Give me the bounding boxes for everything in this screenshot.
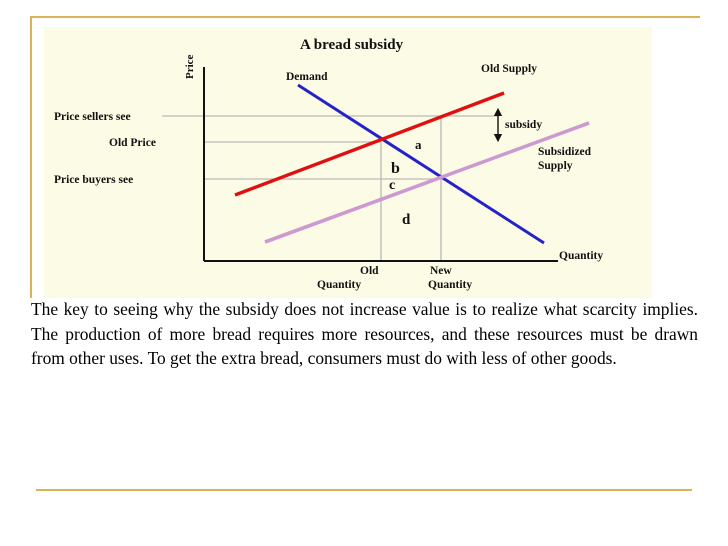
old-supply-curve — [234, 91, 505, 197]
subsidy-label: subsidy — [505, 119, 542, 131]
old-price-label: Old Price — [109, 137, 156, 149]
subsidy-diagram: A bread subsidy Price Demand Old Supply … — [44, 27, 652, 298]
old-quantity-label-line2: Quantity — [317, 279, 361, 291]
left-rule — [30, 16, 32, 298]
new-quantity-label-line1: New — [430, 265, 452, 277]
new-quantity-label-line2: Quantity — [428, 279, 472, 291]
subsidized-supply-curve — [264, 121, 590, 244]
area-d-label: d — [402, 212, 411, 228]
explanation-text: The key to seeing why the subsidy does n… — [31, 299, 698, 368]
price-buyers-see-label: Price buyers see — [54, 174, 133, 186]
top-rule — [30, 16, 700, 18]
area-a-label: a — [415, 137, 422, 152]
price-axis-label: Price — [184, 54, 196, 79]
area-c-label: c — [389, 178, 395, 193]
subsidized-supply-label-line1: Subsidized — [538, 146, 592, 158]
price-sellers-see-label: Price sellers see — [54, 111, 131, 123]
area-b-label: b — [391, 160, 400, 177]
figure-title: A bread subsidy — [300, 37, 404, 53]
demand-curve — [297, 83, 545, 245]
quantity-axis-label: Quantity — [559, 250, 603, 262]
bottom-rule — [36, 489, 692, 491]
subsidized-supply-label-line2: Supply — [538, 160, 573, 172]
old-supply-label: Old Supply — [481, 63, 537, 75]
diagram-canvas: A bread subsidy Price Demand Old Supply … — [54, 37, 603, 291]
demand-label: Demand — [286, 71, 328, 83]
old-quantity-label-line1: Old — [360, 265, 379, 277]
